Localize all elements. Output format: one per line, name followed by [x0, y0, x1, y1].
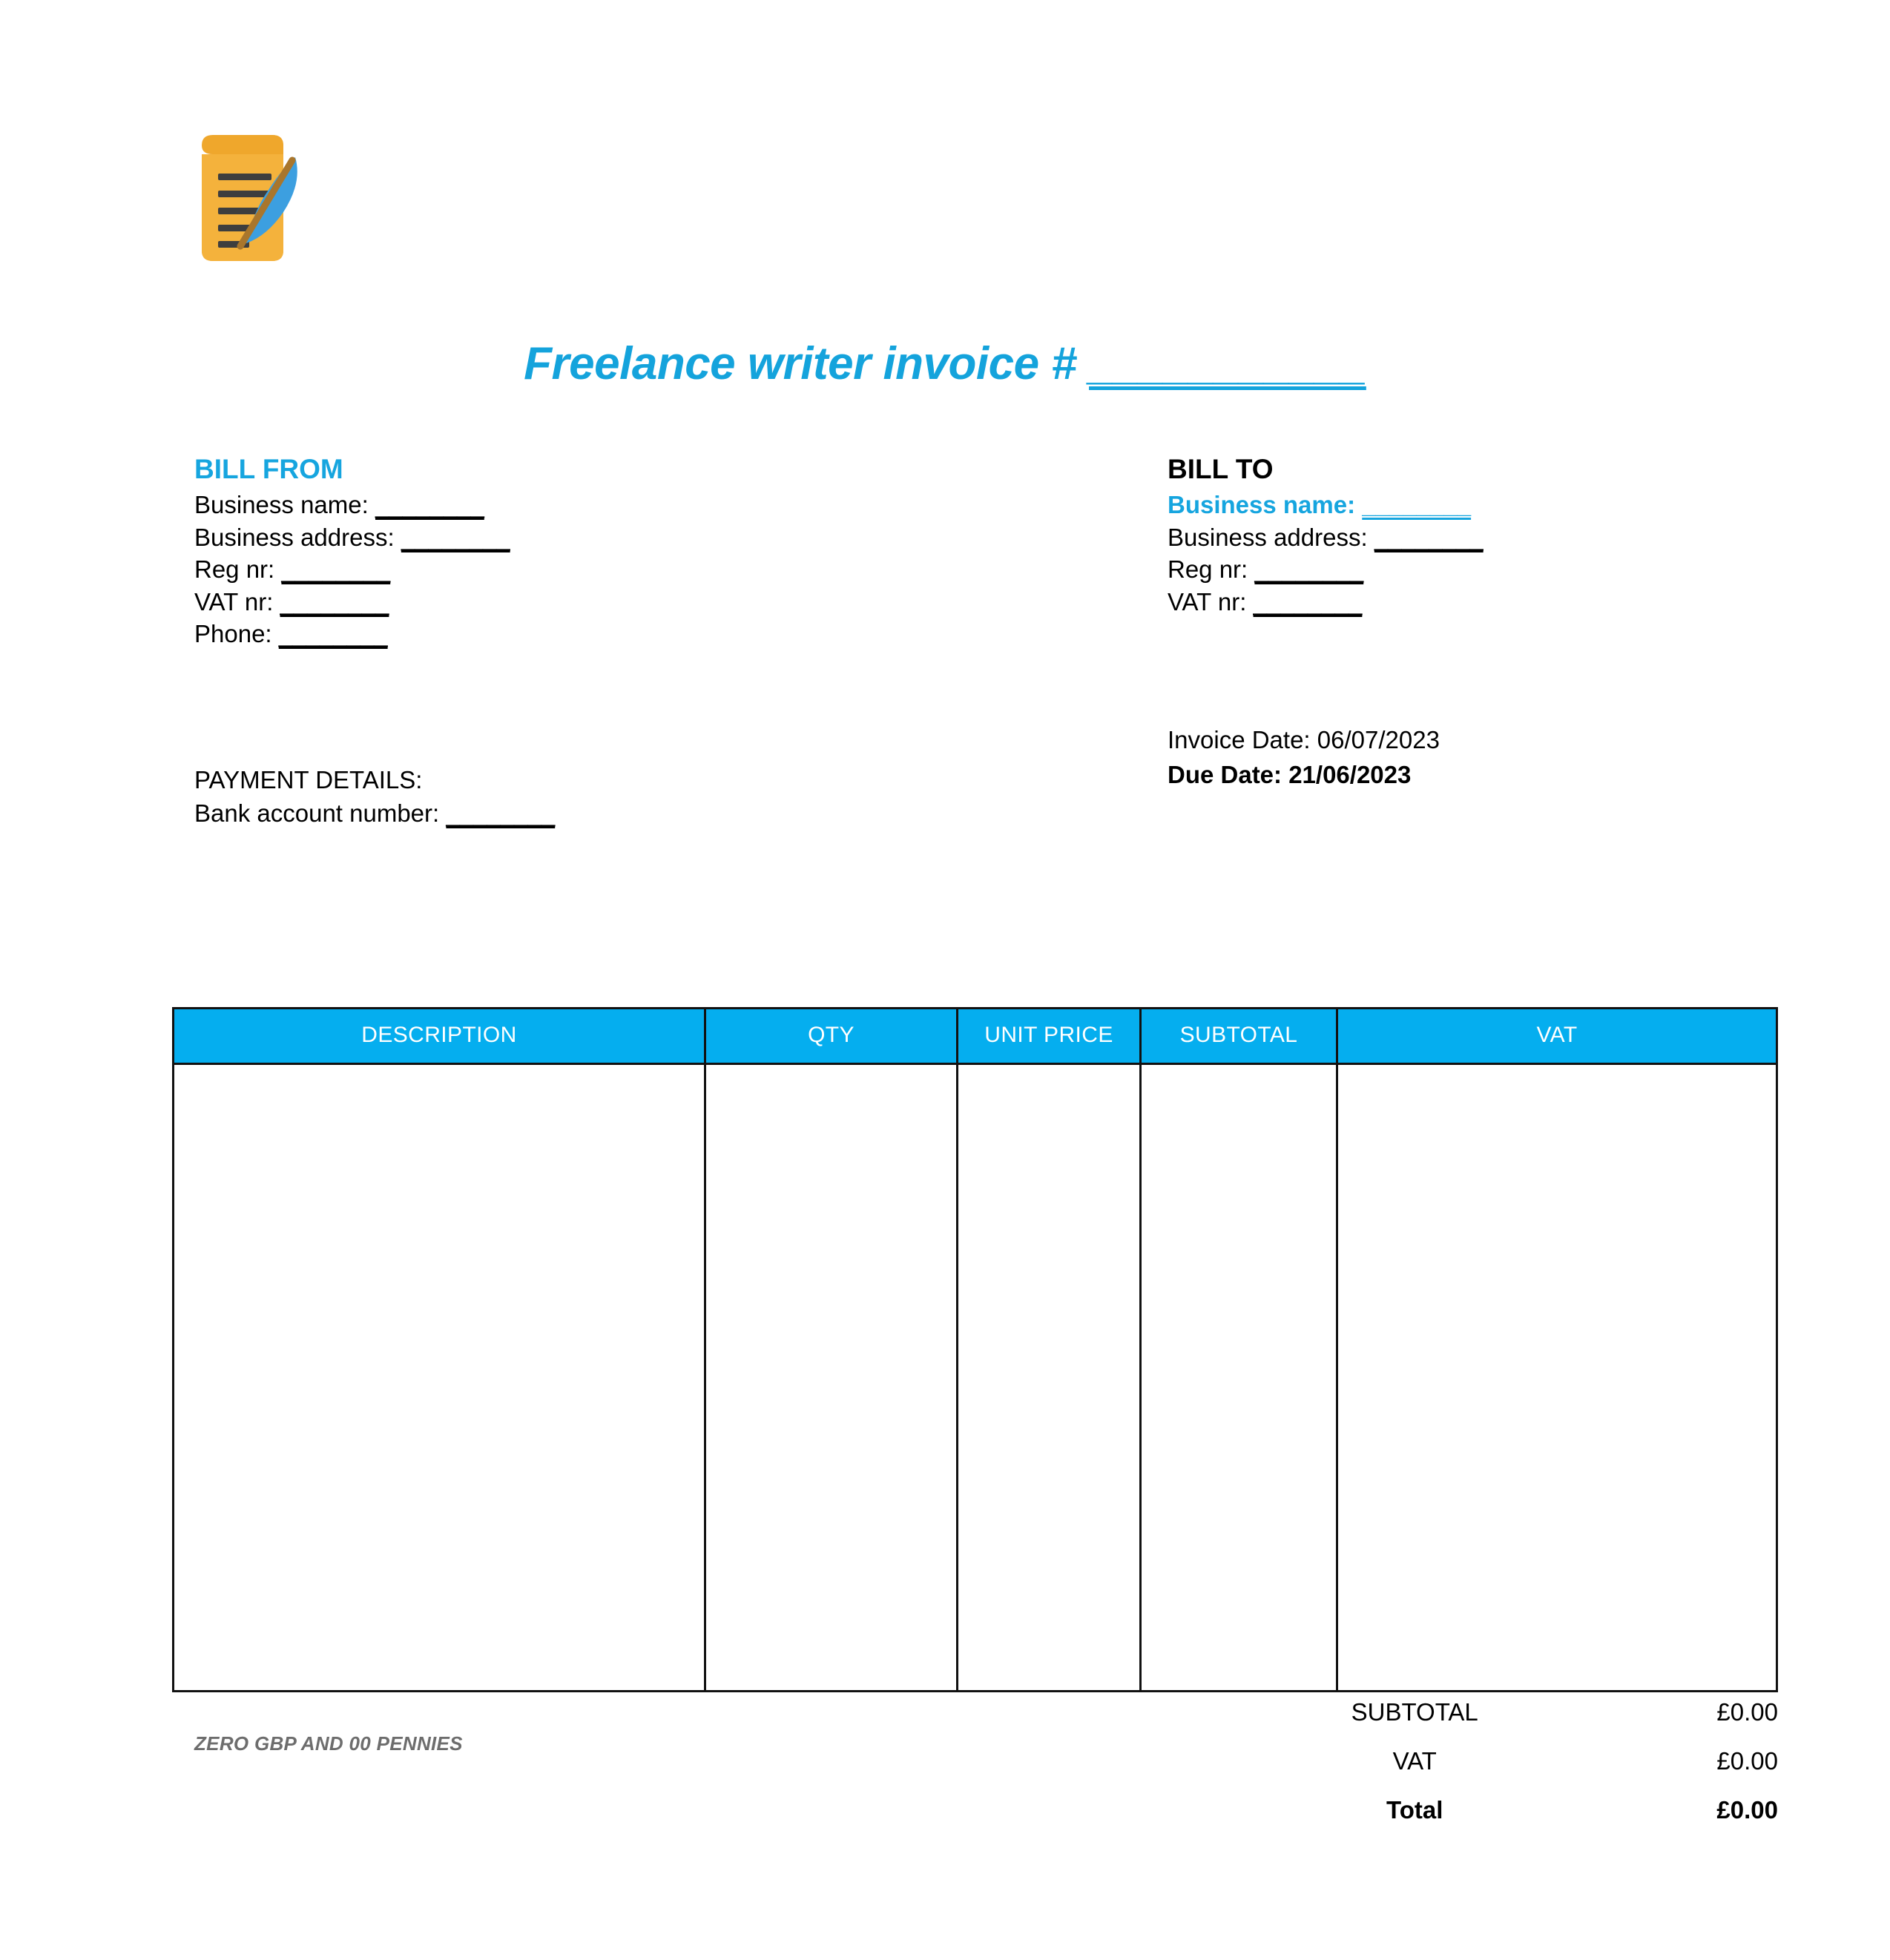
column-header-description: DESCRIPTION	[174, 1009, 706, 1063]
totals-block: SUBTOTAL £0.00 VAT £0.00 Total £0.00	[1113, 1698, 1778, 1824]
field-label: Reg nr:	[194, 555, 275, 584]
totals-row-vat: VAT £0.00	[1113, 1747, 1778, 1775]
table-body-empty	[174, 1065, 1776, 1690]
bill-to-block: BILL TO Business name: ________ Business…	[1168, 452, 1687, 618]
field-label: Phone:	[194, 620, 272, 648]
cell-unit-price[interactable]	[958, 1065, 1142, 1690]
column-header-qty: QTY	[706, 1009, 958, 1063]
cell-subtotal[interactable]	[1142, 1065, 1338, 1690]
bill-from-reg-nr: Reg nr: ________	[194, 553, 714, 586]
field-label: Business name:	[1168, 491, 1356, 519]
invoice-title: Freelance writer invoice # ___________	[0, 337, 1890, 390]
field-blank[interactable]: ________	[280, 587, 389, 616]
invoice-number-blank[interactable]: ___________	[1089, 338, 1366, 389]
bill-from-block: BILL FROM Business name: ________ Busine…	[194, 452, 714, 650]
totals-row-total: Total £0.00	[1113, 1796, 1778, 1824]
totals-vat-label: VAT	[1392, 1747, 1437, 1775]
cell-qty[interactable]	[706, 1065, 958, 1690]
table-header-row: DESCRIPTION QTY UNIT PRICE SUBTOTAL VAT	[174, 1009, 1776, 1065]
field-label: VAT nr:	[194, 587, 274, 616]
bank-account-row: Bank account number: ________	[194, 797, 862, 831]
field-blank[interactable]: ________	[1362, 491, 1472, 519]
field-label: Business address:	[1168, 523, 1368, 551]
field-blank[interactable]: ________	[1254, 555, 1364, 584]
due-date-value: 21/06/2023	[1288, 760, 1412, 788]
bill-to-reg-nr: Reg nr: ________	[1168, 553, 1687, 586]
field-blank[interactable]: ________	[281, 555, 391, 584]
payment-details-block: PAYMENT DETAILS: Bank account number: __…	[194, 764, 862, 830]
bill-from-business-name: Business name: ________	[194, 489, 714, 521]
totals-subtotal-value: £0.00	[1716, 1698, 1778, 1726]
due-date-label: Due Date:	[1168, 760, 1282, 788]
line-items-table: DESCRIPTION QTY UNIT PRICE SUBTOTAL VAT	[172, 1007, 1778, 1692]
bill-from-business-address: Business address: ________	[194, 521, 714, 554]
bill-to-business-address: Business address: ________	[1168, 521, 1687, 554]
field-blank[interactable]: ________	[278, 620, 388, 648]
column-header-unit-price: UNIT PRICE	[958, 1009, 1142, 1063]
column-header-subtotal: SUBTOTAL	[1142, 1009, 1338, 1063]
bill-to-vat-nr: VAT nr: ________	[1168, 586, 1687, 618]
field-label: Reg nr:	[1168, 555, 1248, 584]
bill-from-phone: Phone: ________	[194, 618, 714, 650]
field-blank[interactable]: ________	[375, 491, 484, 519]
column-header-vat: VAT	[1536, 1023, 1578, 1047]
bank-account-blank[interactable]: ________	[446, 799, 556, 827]
invoice-dates-block: Invoice Date: 06/07/2023 Due Date: 21/06…	[1168, 723, 1761, 793]
invoice-date-row: Invoice Date: 06/07/2023	[1168, 723, 1761, 758]
totals-total-label: Total	[1386, 1796, 1443, 1824]
totals-vat-value: £0.00	[1716, 1747, 1778, 1775]
field-blank[interactable]: ________	[1253, 587, 1363, 616]
invoice-title-text: Freelance writer invoice #	[524, 338, 1077, 389]
invoice-date-label: Invoice Date:	[1168, 726, 1311, 753]
scroll-quill-logo	[172, 125, 306, 265]
invoice-date-value: 06/07/2023	[1317, 726, 1440, 753]
due-date-row: Due Date: 21/06/2023	[1168, 758, 1761, 793]
field-label: VAT nr:	[1168, 587, 1247, 616]
field-blank[interactable]: ________	[1374, 523, 1484, 551]
bill-to-heading: BILL TO	[1168, 454, 1274, 484]
amount-in-words: ZERO GBP AND 00 PENNIES	[194, 1732, 463, 1755]
bill-from-heading: BILL FROM	[194, 454, 343, 484]
totals-total-value: £0.00	[1716, 1796, 1779, 1824]
cell-description[interactable]	[174, 1065, 706, 1690]
totals-row-subtotal: SUBTOTAL £0.00	[1113, 1698, 1778, 1726]
payment-details-heading: PAYMENT DETAILS:	[194, 766, 423, 793]
field-label: Business address:	[194, 523, 395, 551]
field-blank[interactable]: ________	[401, 523, 510, 551]
cell-vat[interactable]	[1338, 1065, 1776, 1690]
field-label: Business name:	[194, 491, 369, 519]
bill-from-vat-nr: VAT nr: ________	[194, 586, 714, 618]
totals-subtotal-label: SUBTOTAL	[1351, 1698, 1478, 1726]
bank-account-label: Bank account number:	[194, 799, 440, 827]
bill-to-business-name: Business name: ________	[1168, 489, 1687, 521]
